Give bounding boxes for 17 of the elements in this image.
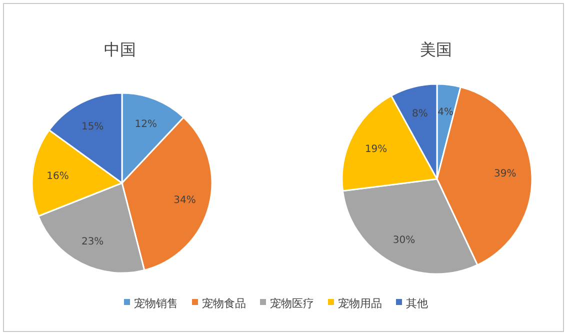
data-label: 30% [392,234,416,246]
data-label: 16% [46,170,69,182]
legend-label: 其他 [406,297,428,310]
data-label: 39% [494,168,516,180]
chart-title: 中国 [104,40,136,59]
legend-label: 宠物医疗 [270,297,314,310]
data-label: 8% [412,108,428,120]
data-label: 4% [438,107,454,118]
data-label: 19% [364,144,388,155]
data-label: 12% [134,118,157,130]
legend-label: 宠物食品 [202,297,246,310]
chart-title: 美国 [420,40,452,59]
legend-label: 宠物销售 [134,297,178,310]
legend-label: 宠物用品 [338,297,382,310]
data-label: 15% [81,121,104,132]
data-label: 34% [174,195,196,206]
data-label: 23% [81,236,104,248]
